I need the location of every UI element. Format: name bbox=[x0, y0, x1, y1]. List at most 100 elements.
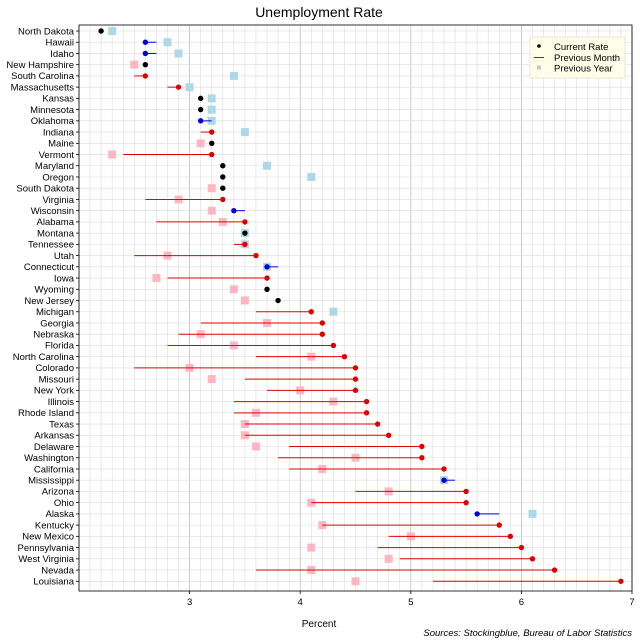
legend-current-rate-marker bbox=[537, 44, 541, 48]
current-rate-point bbox=[463, 499, 469, 506]
current-rate-point bbox=[264, 286, 270, 292]
previous-year-marker bbox=[196, 139, 205, 148]
y-tick-label: Idaho bbox=[50, 49, 74, 60]
y-tick-label: Kentucky bbox=[35, 520, 74, 531]
current-rate-point bbox=[518, 544, 525, 551]
legend: Current Rate Previous Month Previous Yea… bbox=[529, 36, 626, 79]
current-rate-point bbox=[175, 84, 182, 90]
x-tick-labels: 3 4 5 6 7 bbox=[187, 591, 635, 608]
current-rate-point bbox=[363, 410, 370, 416]
y-tick-label: California bbox=[34, 464, 75, 475]
current-rate-point bbox=[209, 151, 215, 158]
x-tick-label: 4 bbox=[298, 597, 303, 608]
chart-title: Unemployment Rate bbox=[255, 4, 383, 20]
current-rate-point bbox=[441, 466, 447, 472]
x-axis-label: Percent bbox=[302, 619, 337, 630]
y-tick-label: Michigan bbox=[36, 307, 74, 318]
current-rate-point bbox=[529, 556, 536, 562]
previous-year-marker bbox=[207, 375, 216, 384]
previous-year-marker bbox=[185, 83, 194, 92]
current-rate-point bbox=[253, 252, 259, 259]
y-tick-label: Hawaii bbox=[45, 38, 74, 49]
y-tick-label: Oregon bbox=[42, 172, 74, 183]
current-rate-point bbox=[264, 264, 270, 270]
current-rate-point bbox=[197, 106, 204, 113]
current-rate-point bbox=[352, 387, 359, 394]
y-tick-label: South Carolina bbox=[11, 71, 75, 82]
y-tick-label: Massachusetts bbox=[11, 82, 75, 93]
previous-year-marker bbox=[229, 285, 238, 294]
current-rate-point bbox=[507, 533, 514, 540]
y-tick-label: Arkansas bbox=[34, 431, 74, 442]
y-tick-label: Maine bbox=[48, 139, 74, 150]
plot-frame bbox=[78, 24, 633, 592]
data-marks bbox=[98, 27, 624, 586]
current-rate-point bbox=[275, 297, 281, 304]
previous-year-marker bbox=[384, 554, 393, 563]
x-tick-label: 3 bbox=[187, 597, 192, 608]
y-tick-label: Alaska bbox=[45, 509, 74, 520]
y-tick-label: New Jersey bbox=[24, 296, 74, 307]
previous-year-marker bbox=[108, 27, 117, 35]
x-tick-label: 7 bbox=[629, 597, 634, 608]
previous-year-marker bbox=[307, 172, 316, 181]
y-tick-label: New York bbox=[34, 386, 74, 397]
previous-year-marker bbox=[163, 38, 172, 47]
previous-year-marker bbox=[130, 60, 139, 69]
current-rate-point bbox=[463, 488, 469, 495]
y-tick-label: Nevada bbox=[41, 565, 74, 576]
current-rate-point bbox=[441, 477, 447, 483]
x-tick-label: 5 bbox=[408, 597, 413, 608]
previous-year-marker bbox=[207, 94, 216, 103]
y-tick-label: Rhode Island bbox=[18, 408, 74, 419]
source-note: Sources: Stockingblue, Bureau of Labor S… bbox=[423, 628, 632, 639]
previous-year-marker bbox=[351, 577, 360, 586]
legend-previous-month-label: Previous Month bbox=[554, 53, 620, 64]
current-rate-point bbox=[419, 455, 425, 461]
y-tick-label: West Virginia bbox=[18, 554, 74, 565]
y-tick-label: Minnesota bbox=[30, 105, 75, 116]
legend-previous-year-marker bbox=[537, 65, 541, 70]
previous-year-marker bbox=[174, 49, 183, 58]
y-tick-label: Colorado bbox=[35, 363, 74, 374]
legend-current-rate-label: Current Rate bbox=[554, 42, 608, 53]
y-tick-label: Tennessee bbox=[28, 240, 74, 251]
previous-year-marker bbox=[152, 274, 161, 283]
current-rate-point bbox=[374, 421, 381, 427]
y-tick-label: Maryland bbox=[35, 161, 74, 172]
current-rate-point bbox=[319, 331, 326, 337]
y-tick-label: Kansas bbox=[42, 94, 74, 105]
current-rate-point bbox=[220, 185, 226, 191]
current-rate-point bbox=[242, 241, 248, 248]
current-rate-point bbox=[551, 567, 558, 573]
current-rate-point bbox=[98, 28, 104, 34]
current-rate-point bbox=[220, 174, 226, 180]
y-tick-label: Virginia bbox=[42, 195, 74, 206]
y-tick-label: Wisconsin bbox=[31, 206, 74, 217]
y-tick-label: Oklahoma bbox=[31, 116, 75, 127]
y-tick-label: Illinois bbox=[48, 397, 75, 408]
y-tick-label: Nebraska bbox=[33, 330, 74, 341]
y-tick-label: South Dakota bbox=[16, 184, 74, 195]
legend-box bbox=[529, 36, 626, 79]
y-tick-label: North Carolina bbox=[13, 352, 75, 363]
current-rate-point bbox=[496, 522, 502, 528]
y-tick-label: Indiana bbox=[43, 127, 75, 138]
previous-year-marker bbox=[207, 206, 216, 215]
y-tick-label: Alabama bbox=[37, 217, 75, 228]
previous-year-marker bbox=[240, 128, 249, 137]
current-rate-point bbox=[197, 118, 204, 124]
y-tick-label: Iowa bbox=[54, 273, 75, 284]
current-rate-point bbox=[385, 432, 392, 438]
previous-year-marker bbox=[329, 307, 338, 316]
previous-year-marker bbox=[263, 161, 272, 170]
current-rate-point bbox=[474, 511, 480, 517]
y-tick-label: Connecticut bbox=[24, 262, 75, 273]
y-tick-label: Florida bbox=[45, 341, 75, 352]
y-tick-label: New Hampshire bbox=[6, 60, 74, 71]
y-tick-label: Mississippi bbox=[28, 476, 74, 487]
previous-year-marker bbox=[240, 296, 249, 305]
current-rate-point bbox=[209, 129, 215, 135]
